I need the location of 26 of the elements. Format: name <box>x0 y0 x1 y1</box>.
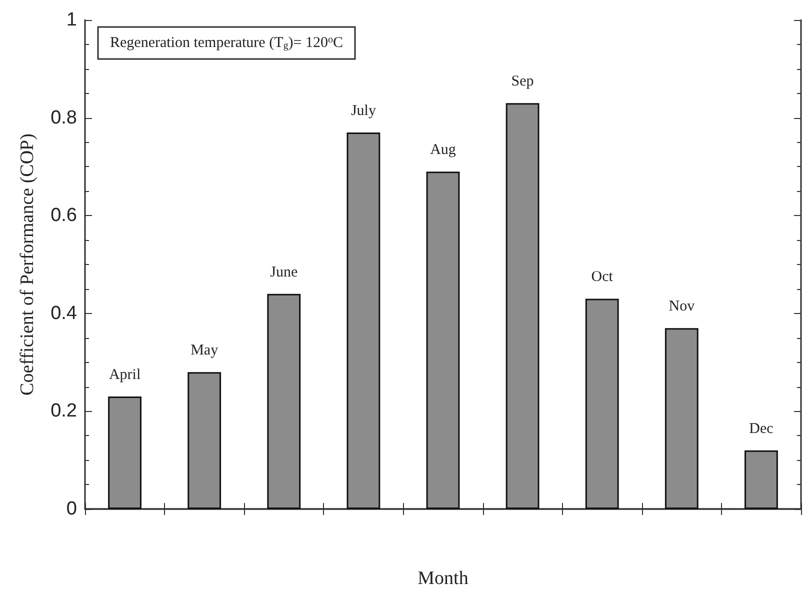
y-axis-title: Coefficient of Performance (COP) <box>17 134 38 396</box>
x-tick-label: Nov <box>668 298 696 315</box>
x-axis-title: Month <box>418 568 469 589</box>
x-tick-label: Oct <box>591 269 614 286</box>
y-tick-label: 0 <box>66 498 77 520</box>
bar <box>267 294 301 509</box>
bar <box>108 396 142 509</box>
bar <box>585 298 619 509</box>
x-tick-label: June <box>270 264 298 280</box>
x-tick-label: Dec <box>749 420 774 437</box>
bar <box>664 328 698 509</box>
bar <box>426 172 460 509</box>
y-tick-label: 0.6 <box>50 205 77 226</box>
y-tick-label: 0.4 <box>50 302 78 324</box>
x-tick-label: Sep <box>511 74 534 90</box>
bar <box>346 132 380 509</box>
x-tick-label: July <box>350 102 376 119</box>
bar <box>188 372 222 509</box>
y-tick-label: 1 <box>66 10 77 30</box>
x-tick-label: Aug <box>430 142 456 158</box>
x-tick-label: April <box>108 367 141 384</box>
y-tick-label: 0.2 <box>50 400 77 422</box>
bar <box>744 450 778 509</box>
x-tick-label: May <box>190 342 219 359</box>
bar <box>506 103 540 509</box>
y-tick-label: 0.8 <box>50 107 77 128</box>
